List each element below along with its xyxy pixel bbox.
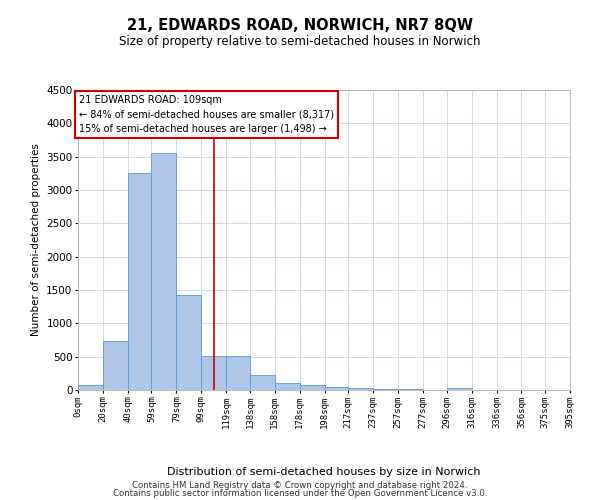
Bar <box>348 388 373 390</box>
Bar <box>78 385 103 390</box>
Bar <box>325 387 348 390</box>
Text: Contains public sector information licensed under the Open Government Licence v3: Contains public sector information licen… <box>113 489 487 498</box>
Text: 21 EDWARDS ROAD: 109sqm
← 84% of semi-detached houses are smaller (8,317)
15% of: 21 EDWARDS ROAD: 109sqm ← 84% of semi-de… <box>79 94 334 134</box>
Y-axis label: Number of semi-detached properties: Number of semi-detached properties <box>31 144 41 336</box>
Text: Size of property relative to semi-detached houses in Norwich: Size of property relative to semi-detach… <box>119 35 481 48</box>
Bar <box>373 388 398 390</box>
Text: Contains HM Land Registry data © Crown copyright and database right 2024.: Contains HM Land Registry data © Crown c… <box>132 480 468 490</box>
Bar <box>226 356 250 390</box>
Bar <box>446 388 472 390</box>
Bar <box>128 174 151 390</box>
Bar <box>275 382 300 390</box>
Bar <box>300 385 325 390</box>
Bar <box>103 342 128 390</box>
X-axis label: Distribution of semi-detached houses by size in Norwich: Distribution of semi-detached houses by … <box>167 466 481 476</box>
Bar <box>151 154 176 390</box>
Bar <box>250 376 275 390</box>
Bar <box>202 356 226 390</box>
Text: 21, EDWARDS ROAD, NORWICH, NR7 8QW: 21, EDWARDS ROAD, NORWICH, NR7 8QW <box>127 18 473 32</box>
Bar <box>176 296 202 390</box>
